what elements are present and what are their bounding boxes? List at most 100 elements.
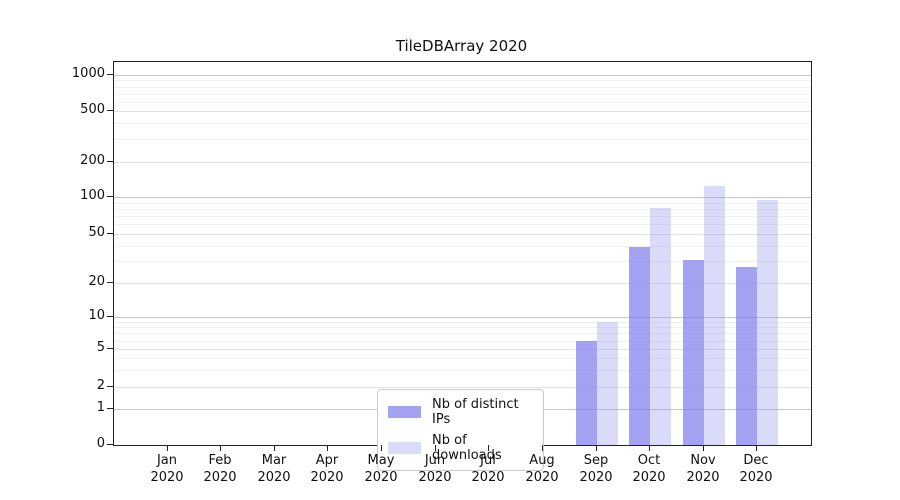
gridline-minor-gridline xyxy=(114,209,811,210)
x-tick-label: Jun 2020 xyxy=(403,452,467,486)
gridline-minor-gridline xyxy=(114,341,811,342)
x-tick-label-line: 2020 xyxy=(203,470,237,485)
y-tick-mark xyxy=(107,110,113,111)
legend-label-downloads: Nb of downloads xyxy=(432,433,502,463)
y-tick-mark xyxy=(107,74,113,75)
x-tick-label-line: 2020 xyxy=(579,470,613,485)
gridline-minor-gridline xyxy=(114,139,811,140)
x-tick-label-line: 2020 xyxy=(150,470,184,485)
y-tick-mark xyxy=(107,348,113,349)
x-tick-label: Jan 2020 xyxy=(135,452,199,486)
y-tick-mark xyxy=(107,408,113,409)
gridline-minor-gridline xyxy=(114,123,811,124)
y-tick-mark xyxy=(107,386,113,387)
x-tick-mark xyxy=(649,445,650,451)
y-tick-label: 1 xyxy=(96,400,105,415)
x-tick-label-line: Aug xyxy=(529,453,555,468)
y-tick-mark xyxy=(107,233,113,234)
x-tick-label: Nov 2020 xyxy=(671,452,735,486)
bar-downloads xyxy=(757,200,778,445)
x-tick-label-line: Oct xyxy=(637,453,661,468)
gridline-minor-gridline xyxy=(114,246,811,247)
x-tick-label: Sep 2020 xyxy=(564,452,628,486)
legend-swatch-downloads-icon xyxy=(388,442,421,454)
x-tick-mark xyxy=(542,445,543,451)
y-tick-label: 2 xyxy=(96,378,105,393)
gridline-minor-gridline xyxy=(114,80,811,81)
x-tick-label-line: 2020 xyxy=(686,470,720,485)
gridline-minor-gridline xyxy=(114,94,811,95)
x-tick-mark xyxy=(167,445,168,451)
gridline-mid-gridline xyxy=(114,111,811,112)
y-tick-mark xyxy=(107,316,113,317)
x-tick-mark xyxy=(381,445,382,451)
bar-downloads xyxy=(704,186,725,445)
legend-item-downloads: Nb of downloads xyxy=(388,433,533,463)
bar-downloads xyxy=(650,208,671,445)
x-tick-label: Mar 2020 xyxy=(242,452,306,486)
x-tick-label: Apr 2020 xyxy=(295,452,359,486)
gridline-major-gridline xyxy=(114,317,811,318)
gridline-mid-gridline xyxy=(114,387,811,388)
x-tick-label-line: 2020 xyxy=(364,470,398,485)
y-tick-label: 1000 xyxy=(71,66,105,81)
y-tick-label: 0 xyxy=(96,436,105,451)
bar-distinct-ips xyxy=(576,341,597,445)
x-tick-label-line: Dec xyxy=(743,453,769,468)
x-tick-mark xyxy=(274,445,275,451)
legend-item-distinct-ips: Nb of distinct IPs xyxy=(388,397,533,427)
gridline-minor-gridline xyxy=(114,102,811,103)
x-tick-mark xyxy=(220,445,221,451)
x-tick-label-line: Mar xyxy=(261,453,287,468)
bar-distinct-ips xyxy=(629,247,650,445)
x-tick-label-line: Jan xyxy=(156,453,178,468)
y-tick-mark xyxy=(107,161,113,162)
gridline-minor-gridline xyxy=(114,358,811,359)
x-tick-mark xyxy=(596,445,597,451)
y-tick-label: 20 xyxy=(88,274,105,289)
gridline-minor-gridline xyxy=(114,322,811,323)
y-tick-label: 200 xyxy=(80,153,105,168)
x-tick-label: Feb 2020 xyxy=(188,452,252,486)
x-tick-label-line: 2020 xyxy=(632,470,666,485)
bar-distinct-ips xyxy=(736,267,757,445)
gridline-mid-gridline xyxy=(114,162,811,163)
x-tick-mark xyxy=(703,445,704,451)
x-tick-label-line: Apr xyxy=(315,453,339,468)
y-tick-label: 5 xyxy=(96,340,105,355)
x-tick-label-line: Feb xyxy=(208,453,232,468)
plot-area xyxy=(113,61,812,446)
y-tick-mark xyxy=(107,444,113,445)
gridline-mid-gridline xyxy=(114,234,811,235)
gridline-minor-gridline xyxy=(114,370,811,371)
x-tick-label: Dec 2020 xyxy=(724,452,788,486)
x-tick-label-line: Nov xyxy=(690,453,716,468)
x-tick-label-line: 2020 xyxy=(310,470,344,485)
bar-distinct-ips xyxy=(683,260,704,445)
x-tick-label: Jul 2020 xyxy=(456,452,520,486)
chart-title: TileDBArray 2020 xyxy=(395,37,528,55)
x-tick-label-line: May xyxy=(367,453,395,468)
gridline-mid-gridline xyxy=(114,349,811,350)
x-tick-label-line: 2020 xyxy=(525,470,559,485)
x-tick-label-line: 2020 xyxy=(257,470,291,485)
gridline-mid-gridline xyxy=(114,283,811,284)
bar-downloads xyxy=(597,322,618,445)
gridline-major-gridline xyxy=(114,197,811,198)
gridline-major-gridline xyxy=(114,75,811,76)
x-tick-label: May 2020 xyxy=(349,452,413,486)
gridline-minor-gridline xyxy=(114,333,811,334)
y-tick-label: 10 xyxy=(88,308,105,323)
x-tick-mark xyxy=(327,445,328,451)
x-tick-label-line: 2020 xyxy=(471,470,505,485)
y-tick-label: 500 xyxy=(80,102,105,117)
gridline-minor-gridline xyxy=(114,224,811,225)
gridline-minor-gridline xyxy=(114,216,811,217)
x-tick-label: Oct 2020 xyxy=(617,452,681,486)
x-tick-label-line: Jul xyxy=(480,453,496,468)
x-tick-mark xyxy=(488,445,489,451)
gridline-minor-gridline xyxy=(114,261,811,262)
legend-label-distinct-ips: Nb of distinct IPs xyxy=(432,397,519,427)
x-tick-label-line: Sep xyxy=(583,453,609,468)
